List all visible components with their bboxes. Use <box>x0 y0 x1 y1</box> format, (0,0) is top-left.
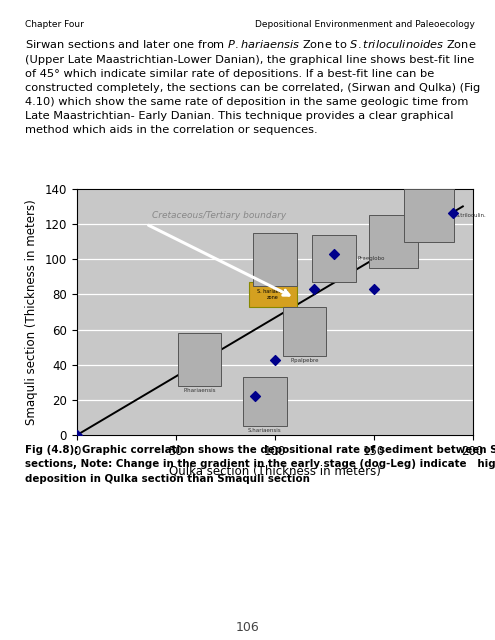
Text: S. hariaensis
zone: S. hariaensis zone <box>257 289 289 300</box>
Point <box>330 249 338 259</box>
Text: P.hariaensis: P.hariaensis <box>183 388 216 393</box>
Text: S.hariaensis: S.hariaensis <box>248 428 282 433</box>
Bar <box>178 333 221 386</box>
Bar <box>404 189 454 241</box>
Point <box>73 430 81 440</box>
Bar <box>369 215 418 268</box>
Point <box>251 391 259 402</box>
Text: Cretaceous/Tertiary boundary: Cretaceous/Tertiary boundary <box>152 211 286 220</box>
Text: 106: 106 <box>236 621 259 634</box>
Y-axis label: Smaquli section (Thickness in meters): Smaquli section (Thickness in meters) <box>25 199 38 425</box>
Text: P.palpebre: P.palpebre <box>290 358 319 363</box>
Text: S.triloculin.: S.triloculin. <box>456 212 487 218</box>
Bar <box>312 234 356 282</box>
Text: Depositional Environmenment and Paleoecology: Depositional Environmenment and Paleoeco… <box>255 20 475 29</box>
Text: Sirwan sections and later one from $\it{P.hariaensis}$ Zone to $\it{S. triloculi: Sirwan sections and later one from $\it{… <box>25 38 480 136</box>
Text: Fig (4.8): Graphic correlation shows the depositional rate of sediment between S: Fig (4.8): Graphic correlation shows the… <box>25 445 495 484</box>
Point <box>271 355 279 365</box>
Text: Praeglobo: Praeglobo <box>358 256 386 261</box>
Point <box>370 284 378 294</box>
Point <box>449 208 457 218</box>
X-axis label: Qulka section (Thickness in meters): Qulka section (Thickness in meters) <box>169 465 381 478</box>
Bar <box>249 282 297 307</box>
Bar <box>283 307 326 356</box>
Text: Chapter Four: Chapter Four <box>25 20 84 29</box>
Point <box>310 284 318 294</box>
Bar <box>243 377 287 426</box>
Bar <box>253 233 297 285</box>
